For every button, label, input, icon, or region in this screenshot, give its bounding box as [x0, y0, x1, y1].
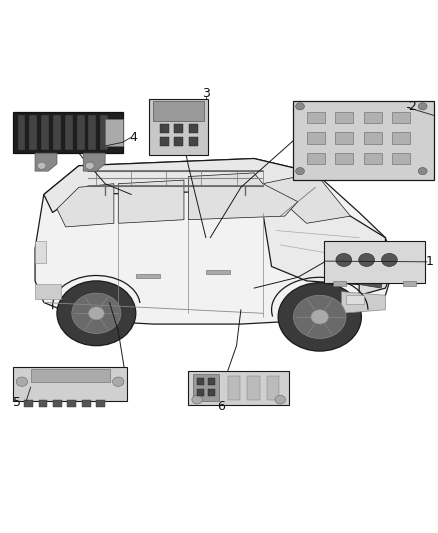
Circle shape [192, 395, 202, 404]
Bar [100, 115, 108, 150]
Circle shape [336, 254, 352, 266]
Bar [403, 281, 416, 286]
Circle shape [381, 254, 397, 266]
Circle shape [16, 377, 28, 386]
Bar [41, 115, 49, 150]
Circle shape [293, 295, 346, 338]
Bar [228, 376, 240, 400]
Bar [307, 153, 325, 164]
Bar [392, 112, 410, 123]
Polygon shape [188, 173, 298, 220]
Bar [364, 112, 382, 123]
Polygon shape [83, 153, 105, 171]
Text: 5: 5 [13, 396, 21, 409]
Bar [18, 115, 25, 150]
Circle shape [85, 162, 94, 169]
Circle shape [296, 167, 304, 175]
Bar [136, 274, 160, 278]
Bar [160, 138, 169, 146]
Bar [193, 375, 219, 401]
Circle shape [275, 395, 286, 404]
Bar [267, 376, 279, 400]
Bar [153, 101, 204, 121]
Bar [208, 389, 215, 396]
Bar [335, 132, 353, 144]
Bar [346, 295, 364, 304]
Bar [197, 378, 204, 385]
Text: 3: 3 [202, 87, 210, 100]
Circle shape [366, 257, 374, 265]
Bar [24, 400, 33, 407]
Bar [13, 367, 127, 401]
Bar [53, 115, 61, 150]
Bar [77, 115, 85, 150]
Bar [208, 378, 215, 385]
Bar [307, 132, 325, 144]
Bar [53, 400, 62, 407]
Bar [31, 369, 110, 382]
Bar [335, 153, 353, 164]
Polygon shape [359, 263, 385, 288]
Text: 4: 4 [130, 131, 138, 144]
Bar [13, 112, 123, 153]
Polygon shape [35, 158, 394, 324]
Circle shape [113, 377, 124, 386]
Bar [188, 371, 289, 405]
Bar [29, 115, 37, 150]
Bar [174, 138, 183, 146]
Circle shape [278, 282, 361, 351]
Text: 1: 1 [425, 255, 433, 268]
Polygon shape [342, 292, 385, 313]
Bar [335, 112, 353, 123]
Bar [82, 400, 91, 407]
Bar [392, 132, 410, 144]
Bar [105, 119, 123, 146]
Bar [189, 124, 198, 133]
Bar [65, 115, 73, 150]
Bar [35, 285, 61, 299]
Bar [206, 270, 230, 274]
Bar [160, 124, 169, 133]
Bar [307, 112, 325, 123]
Polygon shape [57, 184, 114, 227]
Circle shape [296, 103, 304, 110]
Text: 2: 2 [408, 100, 416, 113]
Polygon shape [359, 245, 385, 259]
Bar [96, 400, 105, 407]
Circle shape [359, 254, 374, 266]
Bar [324, 241, 425, 282]
Circle shape [72, 293, 121, 334]
Bar [189, 138, 198, 146]
Bar [364, 132, 382, 144]
Bar [67, 400, 76, 407]
Polygon shape [44, 158, 315, 213]
Polygon shape [35, 153, 57, 171]
Bar [35, 241, 46, 263]
Text: 6: 6 [217, 400, 225, 413]
Circle shape [418, 103, 427, 110]
Circle shape [311, 310, 328, 324]
Bar [174, 124, 183, 133]
Bar [364, 153, 382, 164]
Polygon shape [359, 245, 394, 295]
Bar [392, 153, 410, 164]
Bar [88, 115, 96, 150]
Bar [149, 99, 208, 155]
Circle shape [37, 162, 46, 169]
Bar [39, 400, 47, 407]
Bar [333, 281, 346, 286]
Polygon shape [263, 173, 350, 223]
Circle shape [418, 167, 427, 175]
Polygon shape [118, 180, 184, 223]
Polygon shape [263, 201, 385, 285]
Bar [247, 376, 260, 400]
Bar [293, 101, 434, 180]
Circle shape [88, 307, 104, 320]
Circle shape [57, 281, 136, 346]
Bar [197, 389, 204, 396]
